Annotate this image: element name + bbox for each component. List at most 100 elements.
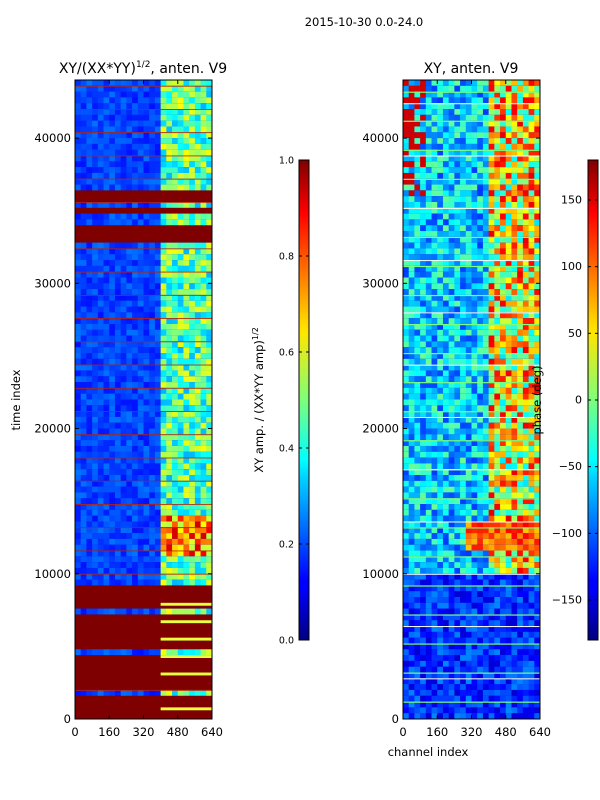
heatmap-cell xyxy=(183,538,190,546)
heatmap-cell xyxy=(500,213,507,220)
heatmap-cell xyxy=(200,306,207,313)
heatmap-cell xyxy=(420,143,427,151)
heatmap-cell xyxy=(177,533,184,540)
heatmap-row xyxy=(75,283,212,290)
heatmap-cell xyxy=(522,655,529,662)
heatmap-cell xyxy=(522,573,529,580)
heatmap-cell xyxy=(442,475,450,482)
heatmap-cell xyxy=(414,91,421,98)
heatmap-cell xyxy=(183,469,190,476)
heatmap-cell xyxy=(120,370,127,377)
heatmap-cell xyxy=(534,120,540,127)
heatmap-cell xyxy=(403,155,410,162)
heatmap-cell xyxy=(172,498,179,505)
heatmap-cell xyxy=(80,649,87,656)
heatmap-cell xyxy=(206,335,212,342)
heatmap-cell xyxy=(408,585,415,592)
heatmap-cell xyxy=(465,527,472,534)
heatmap-cell xyxy=(206,347,212,354)
heatmap-cell xyxy=(534,201,540,209)
heatmap-cell xyxy=(460,527,467,534)
heatmap-cell xyxy=(500,190,507,197)
heatmap-row xyxy=(75,655,212,662)
heatmap-cell xyxy=(403,80,410,87)
heatmap-cell xyxy=(154,405,162,412)
heatmap-cell xyxy=(534,149,540,156)
heatmap-cell xyxy=(522,109,529,116)
heatmap-cell xyxy=(200,132,207,139)
heatmap-cell xyxy=(477,608,484,615)
heatmap-cell xyxy=(494,277,501,284)
heatmap-cell xyxy=(403,219,410,226)
heatmap-cell xyxy=(109,475,116,482)
heatmap-cell xyxy=(183,155,190,162)
heatmap-cell xyxy=(471,428,478,435)
heatmap-cell xyxy=(528,265,535,273)
heatmap-cell xyxy=(149,254,156,261)
heatmap-cell xyxy=(154,440,162,447)
heatmap-cell xyxy=(103,515,110,522)
heatmap-cell xyxy=(528,422,535,429)
heatmap-cell xyxy=(500,306,507,313)
heatmap-row xyxy=(403,544,540,551)
heatmap-cell xyxy=(477,480,484,488)
heatmap-cell xyxy=(505,469,512,476)
heatmap-cell xyxy=(511,248,518,255)
heatmap-cell xyxy=(86,451,93,458)
heatmap-cell xyxy=(143,109,150,116)
heatmap-cell xyxy=(114,405,122,412)
heatmap-cell xyxy=(200,341,207,348)
heatmap-cell xyxy=(172,254,179,261)
heatmap-cell xyxy=(522,515,529,522)
heatmap-cell xyxy=(448,591,455,598)
heatmap-cell xyxy=(120,556,127,563)
heatmap-cell xyxy=(103,184,110,191)
heatmap-cell xyxy=(534,602,540,610)
heatmap-cell xyxy=(149,120,156,127)
heatmap-cell xyxy=(126,201,133,209)
heatmap-cell xyxy=(160,80,167,87)
heatmap-row xyxy=(75,213,212,220)
heatmap-cell xyxy=(75,701,212,708)
heatmap-cell xyxy=(465,329,472,336)
heatmap-cell xyxy=(500,626,507,633)
heatmap-cell xyxy=(460,643,467,650)
heatmap-cell xyxy=(465,323,472,331)
heatmap-cell xyxy=(92,213,99,220)
heatmap-cell xyxy=(425,393,432,400)
heatmap-cell xyxy=(149,492,156,499)
heatmap-row xyxy=(75,631,212,639)
heatmap-cell xyxy=(154,376,162,383)
heatmap-cell xyxy=(488,318,495,325)
heatmap-cell xyxy=(460,196,467,203)
heatmap-cell xyxy=(414,649,421,656)
heatmap-row xyxy=(403,347,540,354)
heatmap-cell xyxy=(137,579,144,586)
heatmap-cell xyxy=(194,521,201,528)
heatmap-cell xyxy=(75,533,82,540)
heatmap-row xyxy=(403,382,540,389)
heatmap-cell xyxy=(482,416,490,424)
heatmap-cell xyxy=(534,358,540,366)
heatmap-cell xyxy=(403,527,410,534)
heatmap-cell xyxy=(482,91,490,98)
heatmap-cell xyxy=(403,416,540,418)
heatmap-cell xyxy=(500,492,507,499)
heatmap-cell xyxy=(206,178,212,185)
heatmap-cell xyxy=(482,567,490,575)
heatmap-cell xyxy=(200,492,207,499)
heatmap-cell xyxy=(454,469,461,476)
heatmap-cell xyxy=(103,97,110,104)
heatmap-cell xyxy=(431,335,438,342)
heatmap-cell xyxy=(437,323,444,331)
heatmap-cell xyxy=(482,556,490,563)
heatmap-cell xyxy=(500,143,507,151)
heatmap-cell xyxy=(160,143,167,151)
heatmap-row xyxy=(75,707,212,714)
heatmap-cell xyxy=(454,660,461,668)
x-tick-label: 640 xyxy=(201,725,223,739)
heatmap-cell xyxy=(477,265,484,273)
heatmap-cell xyxy=(534,538,540,546)
heatmap-cell xyxy=(126,544,133,551)
heatmap-cell xyxy=(114,143,122,151)
